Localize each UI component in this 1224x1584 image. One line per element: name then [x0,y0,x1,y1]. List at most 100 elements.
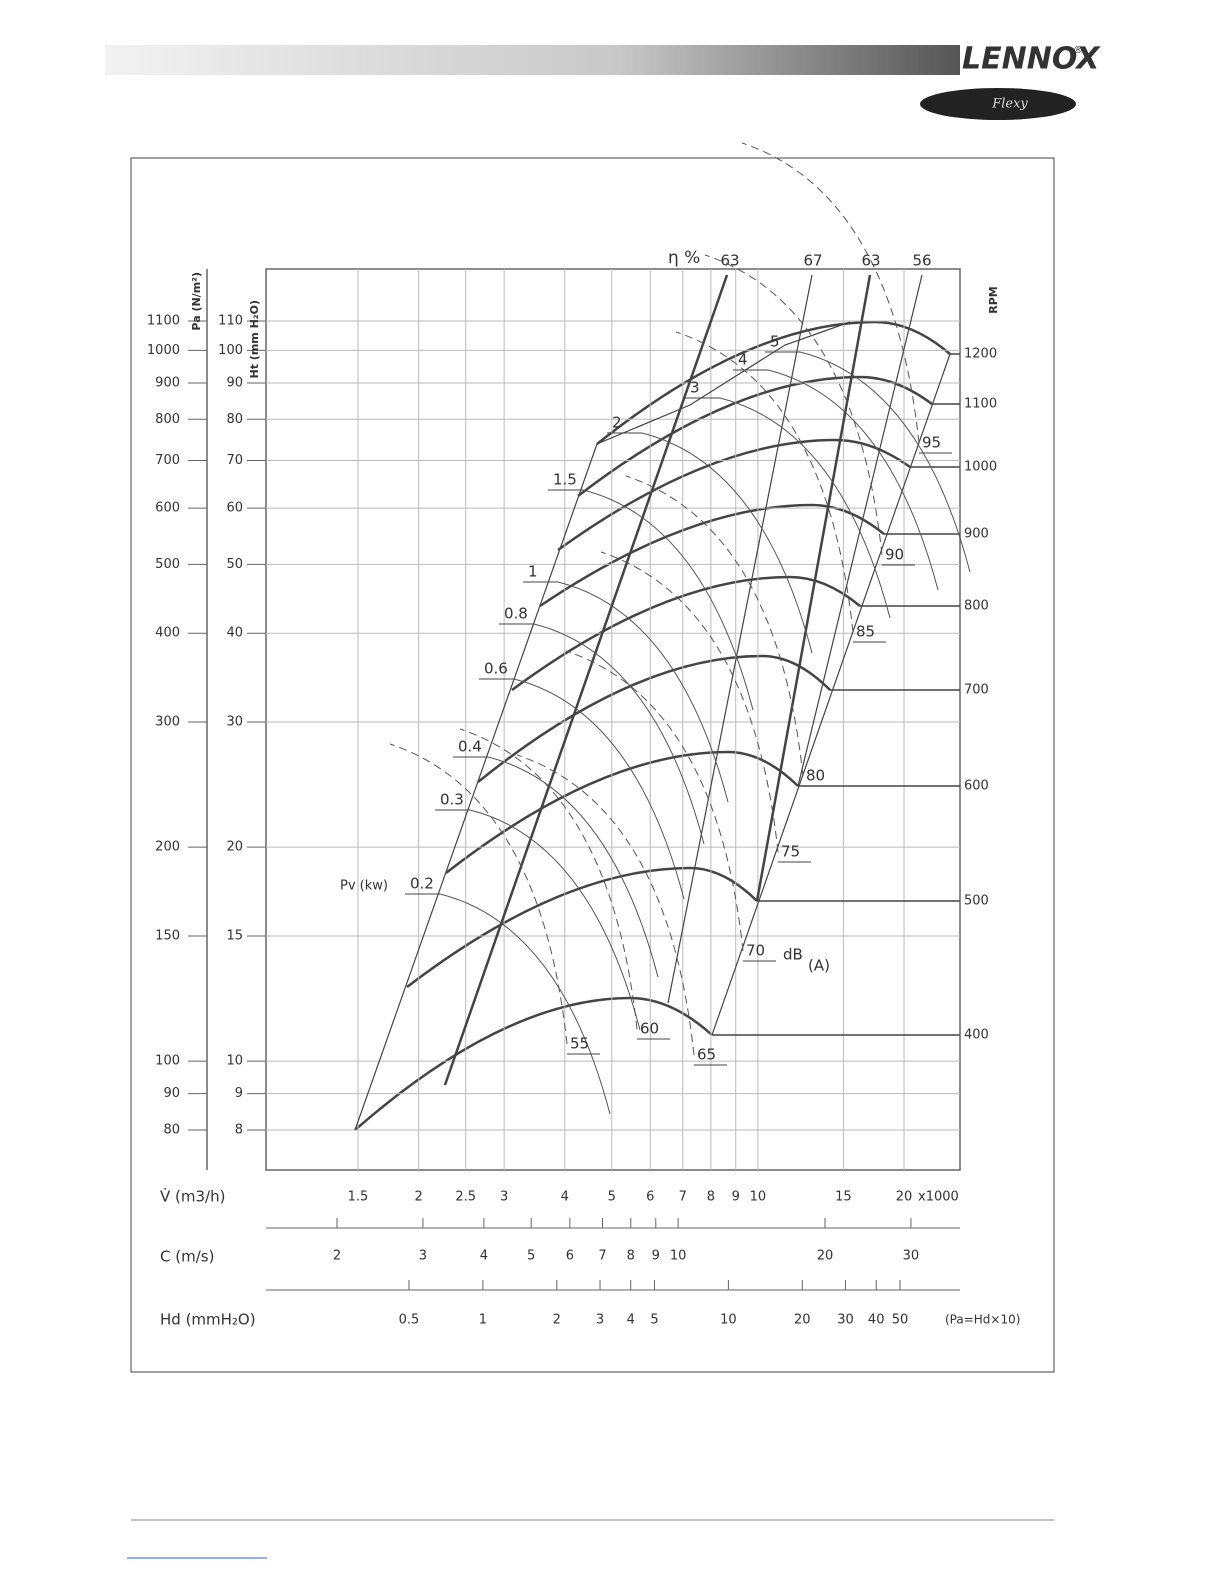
power-curve [799,351,971,573]
noise-label: 90 [885,546,904,564]
rpm-label: 1200 [964,347,997,362]
power-curve [487,756,659,978]
flow-tick-label: 3 [500,1190,508,1205]
power-curve [582,489,754,711]
envelope [711,353,951,1036]
hd-tick-label: 1 [479,1313,487,1328]
ht-tick-label: 20 [226,840,243,855]
power-curve [557,581,729,803]
pa-title: Pa (N/m²) [190,272,203,331]
ht-title: Ht (mm H₂O) [248,300,261,378]
hd-tick-label: 50 [892,1313,909,1328]
velocity-tick-label: 4 [480,1249,488,1264]
rpm-curve [577,375,933,497]
noise-label: 75 [781,843,800,861]
rpm-title: RPM [987,286,1000,313]
ht-tick-label: 80 [226,412,243,427]
noise-curve [600,551,779,853]
hd-note: (Pa=Hd×10) [945,1313,1020,1327]
flow-tick-label: 2.5 [455,1190,476,1205]
registered: ® [1073,45,1083,56]
power-label: 0.2 [410,875,434,893]
power-label: 0.6 [484,660,508,678]
rpm-curve [354,996,713,1131]
power-title: Pv (kw) [340,879,388,894]
flow-tick-label: 15 [835,1190,852,1205]
pa-tick-label: 80 [163,1123,180,1138]
power-curve [767,369,939,591]
power-label: 1.5 [553,471,577,489]
rpm-label: 1100 [964,397,997,412]
power-curve [533,623,705,845]
rpm-curve [445,750,799,874]
pa-tick-label: 100 [155,1054,180,1069]
flow-tick-label: 4 [561,1190,569,1205]
noise-label: 60 [640,1020,659,1038]
flow-tick-label: 5 [608,1190,616,1205]
flow-tick-label: 7 [679,1190,687,1205]
hd-tick-label: 2 [553,1313,561,1328]
flow-tick-label: 10 [750,1190,767,1205]
noise-label: 85 [856,623,875,641]
ht-tick-label: 30 [226,715,243,730]
flow-tick-label: 20 [896,1190,913,1205]
flow-tick-label: 1.5 [348,1190,369,1205]
ht-tick-label: 40 [226,626,243,641]
efficiency-line [443,274,729,1086]
pa-tick-label: 400 [155,626,180,641]
noise-curve [675,331,854,633]
noise-unit: dB [783,946,803,964]
power-curve [641,432,813,654]
noise-label: 80 [806,767,825,785]
hd-tick-label: 40 [868,1313,885,1328]
power-label: 2 [612,414,622,432]
noise-curve [516,754,695,1056]
pa-tick-label: 200 [155,840,180,855]
ht-tick-label: 90 [226,375,243,390]
efficiency-label: 63 [720,252,739,270]
velocity-tick-label: 10 [670,1249,687,1264]
noise-label: 65 [697,1046,716,1064]
ht-tick-label: 60 [226,501,243,516]
hd-tick-label: 20 [794,1313,811,1328]
hd-tick-label: 3 [596,1313,604,1328]
ht-tick-label: 70 [226,453,243,468]
ht-tick-label: 10 [226,1054,243,1069]
rpm-curve [539,503,885,608]
power-label: 0.3 [440,791,464,809]
frame [130,157,1055,1373]
rpm-curve [557,438,911,552]
brand: LENNOX [962,42,1101,77]
flow-multiplier: x1000 [918,1190,959,1205]
noise-label: 70 [746,942,765,960]
rpm-curve [596,320,951,445]
envelope [354,321,851,1131]
pa-tick-label: 500 [155,557,180,572]
power-curve [469,809,641,1031]
pa-tick-label: 150 [155,928,180,943]
pa-tick-label: 700 [155,453,180,468]
ht-tick-label: 15 [226,928,243,943]
ht-tick-label: 9 [235,1086,243,1101]
noise-curve [704,254,883,556]
power-label: 5 [770,333,780,351]
noise-curve [625,475,804,777]
efficiency-title: η % [668,248,700,268]
product-badge [920,88,1076,120]
velocity-tick-label: 20 [817,1249,834,1264]
plot-area [265,268,961,1171]
power-curve [513,678,685,900]
ht-tick-label: 110 [218,314,243,329]
velocity-tick-label: 8 [627,1249,635,1264]
hd-tick-label: 5 [650,1313,658,1328]
pa-tick-label: 900 [155,375,180,390]
power-label: 1 [528,563,538,581]
pa-tick-label: 1100 [147,314,180,329]
flow-label: V̇ (m3/h) [160,1187,225,1206]
power-curve [719,397,891,619]
rpm-label: 600 [964,779,989,794]
ht-tick-label: 50 [226,557,243,572]
rpm-label: 500 [964,894,989,909]
noise-curve [741,142,920,444]
